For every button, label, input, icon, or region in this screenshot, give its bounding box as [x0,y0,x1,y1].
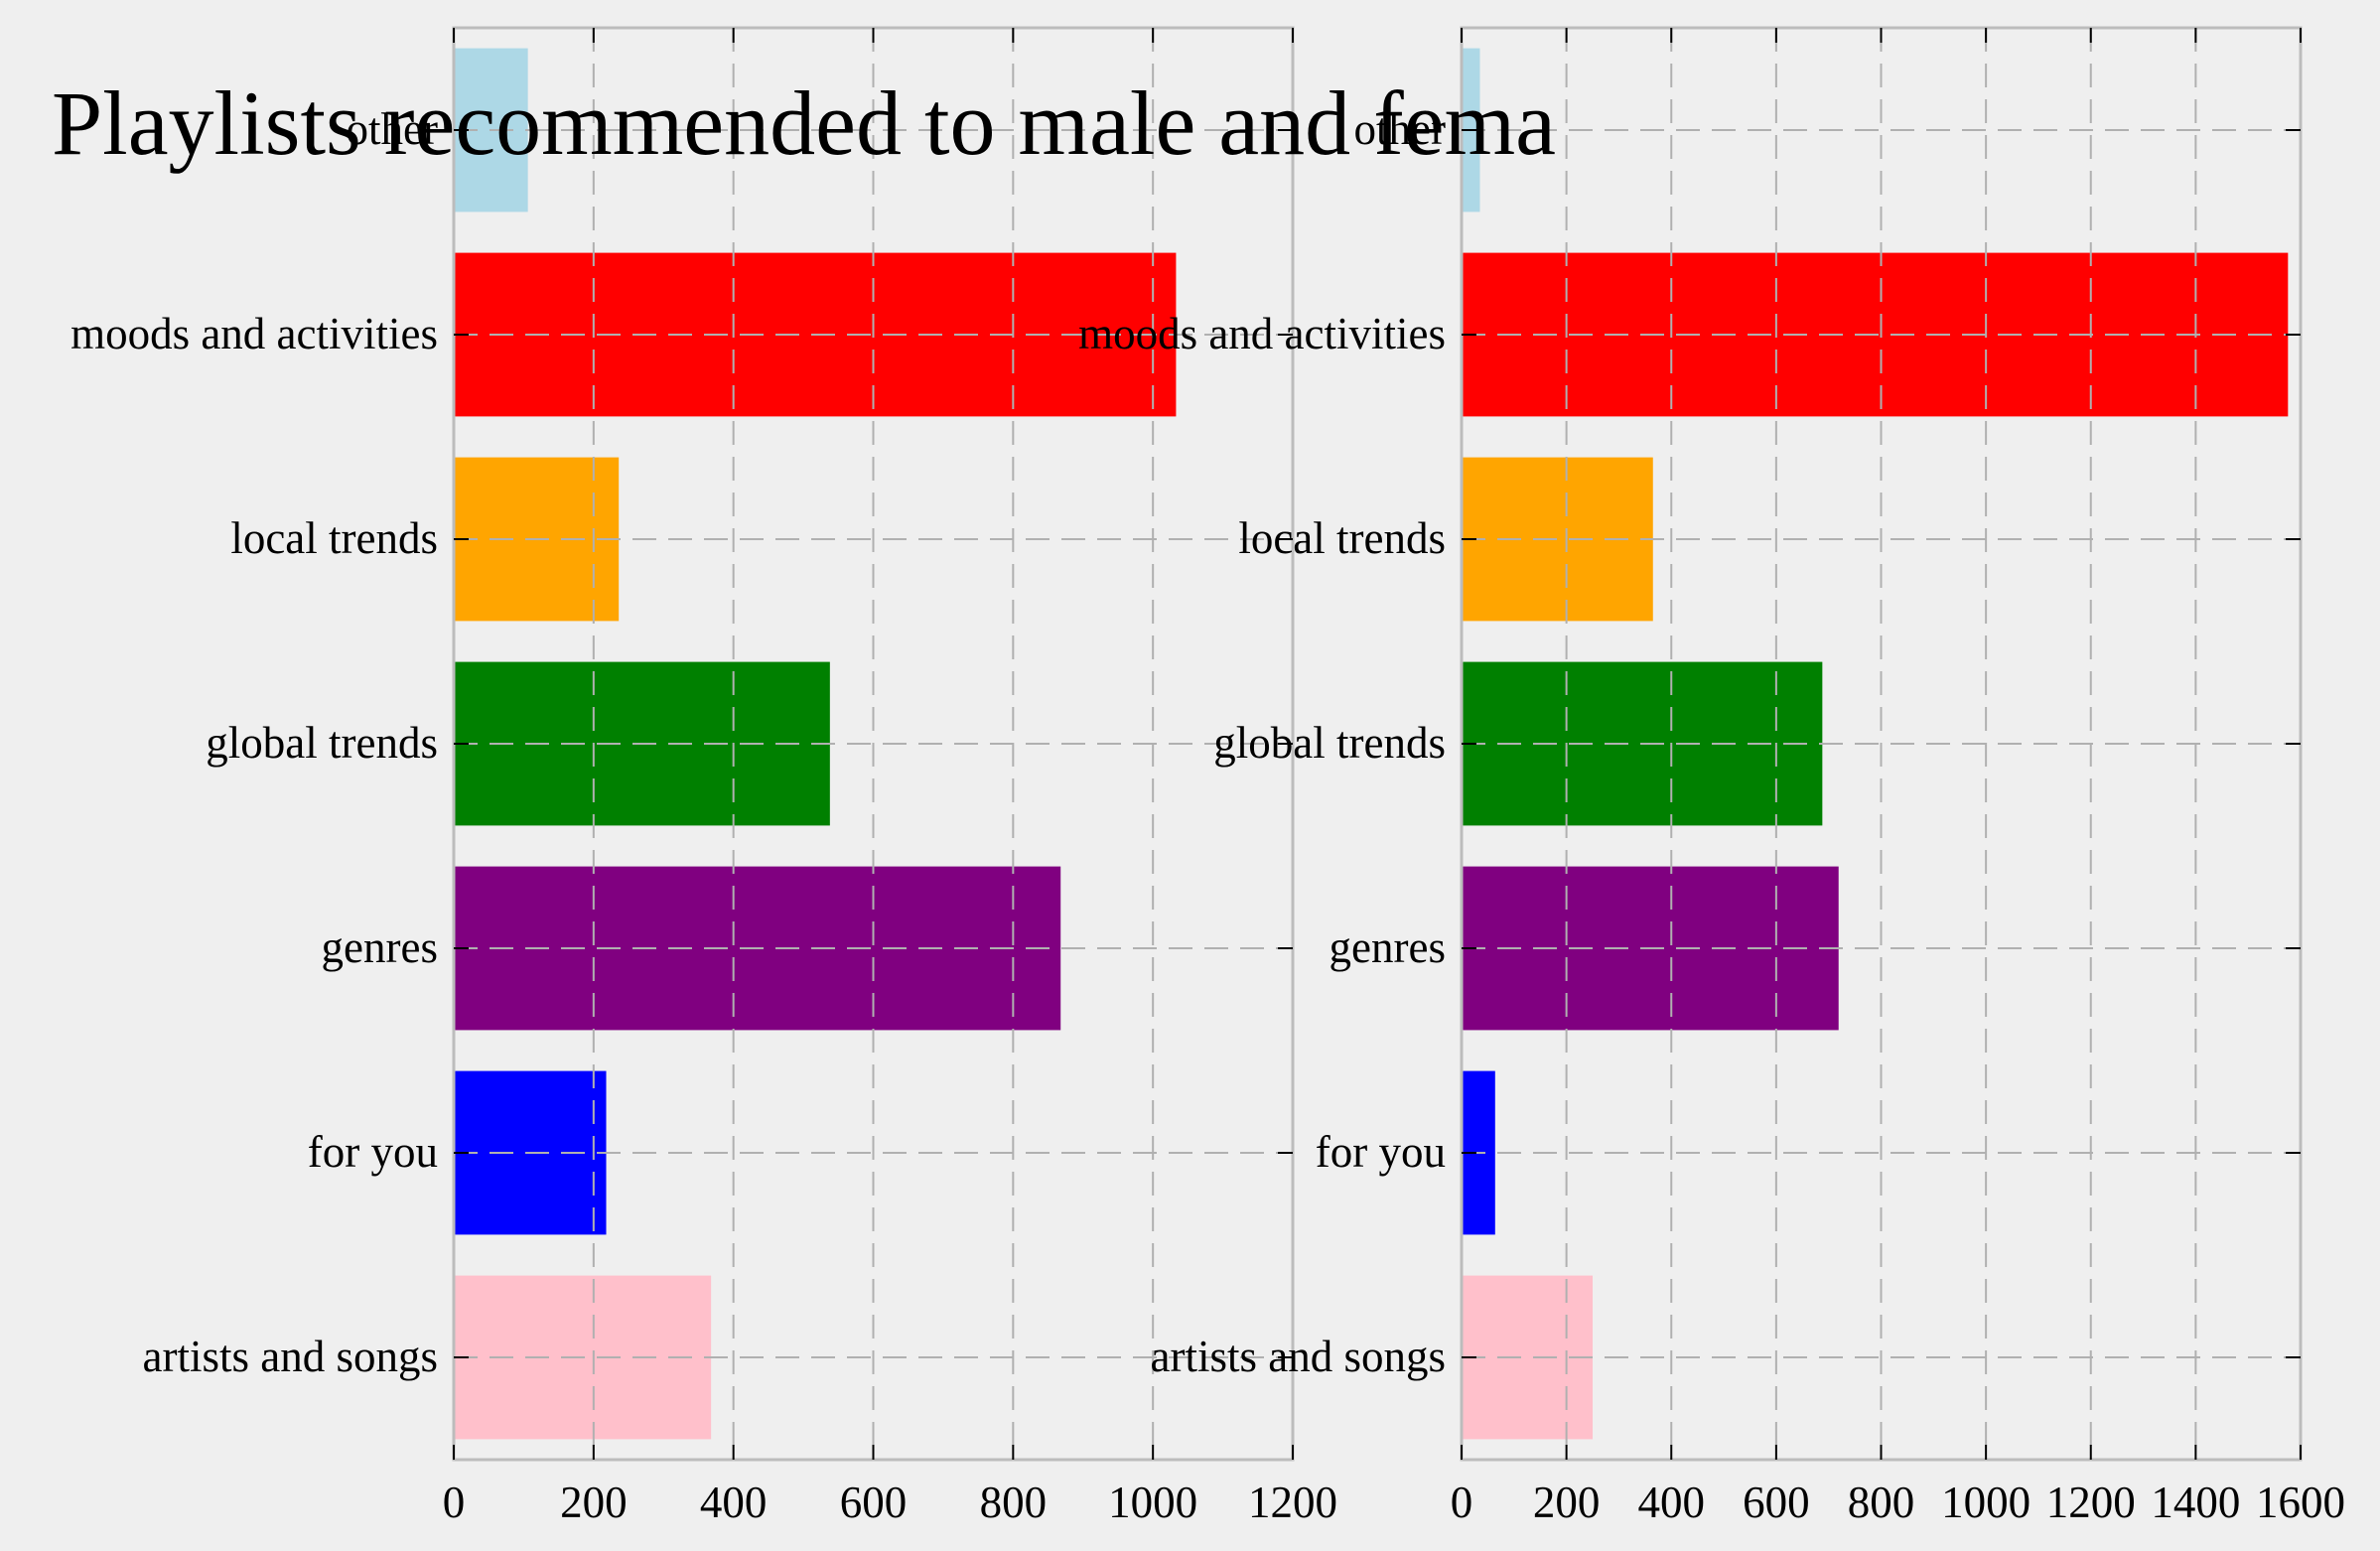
x-tick-label-right-1000: 1000 [1941,1478,2030,1527]
x-tick-label-left-400: 400 [700,1478,768,1527]
y-tick-label-left-moods-and-activities: moods and activities [70,309,438,358]
x-tick-label-left-0: 0 [443,1478,466,1527]
x-tick-label-right-400: 400 [1638,1478,1706,1527]
y-tick-label-right-moods-and-activities: moods and activities [1078,309,1446,358]
x-tick-label-right-1200: 1200 [2046,1478,2136,1527]
x-tick-label-right-1400: 1400 [2151,1478,2240,1527]
x-tick-label-right-200: 200 [1533,1478,1601,1527]
x-tick-label-left-1000: 1000 [1108,1478,1197,1527]
x-tick-label-right-600: 600 [1743,1478,1810,1527]
y-tick-label-left-global-trends: global trends [206,718,438,768]
x-tick-label-right-0: 0 [1451,1478,1473,1527]
y-tick-label-left-genres: genres [322,922,438,972]
y-tick-label-right-artists-and-songs: artists and songs [1151,1332,1447,1381]
y-tick-label-right-for-you: for you [1316,1127,1446,1177]
x-tick-label-left-1200: 1200 [1248,1478,1337,1527]
x-tick-label-right-800: 800 [1848,1478,1915,1527]
y-tick-label-left-artists-and-songs: artists and songs [143,1332,439,1381]
right-panel: 0 200 400 600 800 1000 1200 1400 1600 artists and… [1078,26,2345,1527]
y-tick-label-right-genres: genres [1330,922,1446,972]
y-tick-label-right-local-trends: local trends [1238,513,1446,563]
y-tick-label-right-global-trends: global trends [1213,718,1446,768]
left-panel: 0 200 400 600 800 1000 1200 artists and songs fo… [70,26,1337,1527]
x-tick-label-right-1600: 1600 [2256,1478,2345,1527]
y-tick-label-left-other: other [347,104,438,154]
y-tick-label-left-local-trends: local trends [230,513,438,563]
x-tick-label-left-200: 200 [560,1478,628,1527]
x-tick-label-left-800: 800 [980,1478,1048,1527]
chart-title: Playlists recommended to male and fema [52,72,1556,174]
x-tick-label-left-600: 600 [840,1478,908,1527]
y-tick-label-right-other: other [1354,104,1446,154]
y-tick-label-left-for-you: for you [308,1127,438,1177]
